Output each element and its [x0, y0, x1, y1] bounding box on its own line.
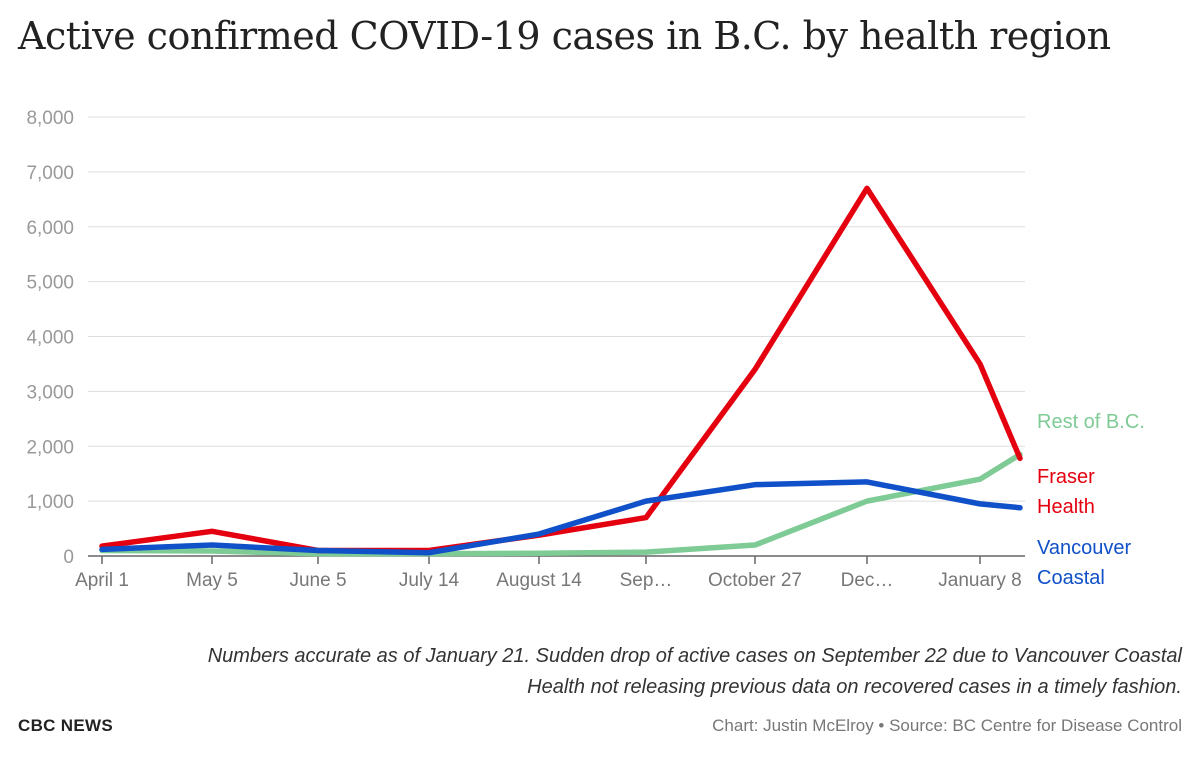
x-tick-label: October 27 [708, 570, 802, 591]
series-label-vancouver-coastal: Coastal [1037, 567, 1105, 589]
y-tick-label: 8,000 [26, 108, 74, 129]
x-tick-label: January 8 [938, 570, 1021, 591]
brand-logo-text: CBC NEWS [18, 716, 113, 735]
series-label-fraser-health: Fraser [1037, 466, 1095, 488]
series-lines [99, 185, 1023, 557]
chart-note-line-2: Health not releasing previous data on re… [527, 676, 1182, 698]
y-tick-label: 6,000 [26, 218, 74, 239]
x-tick-label: Sep… [620, 570, 673, 591]
grid-lines [88, 116, 1025, 557]
y-tick-label: 2,000 [26, 437, 74, 458]
x-axis-ticks: April 1 May 5 June 5 July 14 August 14 Sep… Oc… [75, 556, 1022, 591]
line-chart: 0 1,000 2,000 3,000 4,000 5,000 6,000 7,000 8,00… [26, 108, 1145, 591]
chart-title: Active confirmed COVID-19 cases in B.C. … [18, 14, 1111, 58]
y-tick-label: 1,000 [26, 492, 74, 513]
x-tick-label: Dec… [841, 570, 894, 591]
series-line-fraser-health [99, 185, 1023, 554]
series-label-fraser-health: Health [1037, 496, 1095, 518]
y-tick-label: 4,000 [26, 328, 74, 349]
series-labels: Rest of B.C. Fraser Health Vancouver Coastal [1037, 411, 1145, 589]
y-tick-label: 3,000 [26, 382, 74, 403]
y-tick-label: 5,000 [26, 273, 74, 294]
y-tick-label: 7,000 [26, 163, 74, 184]
y-tick-label: 0 [63, 547, 74, 568]
series-label-rest-of-b-c-: Rest of B.C. [1037, 411, 1145, 433]
x-tick-label: April 1 [75, 570, 129, 591]
x-tick-label: August 14 [496, 570, 582, 591]
chart-credit: Chart: Justin McElroy • Source: BC Centr… [712, 716, 1182, 735]
x-tick-label: July 14 [399, 570, 460, 591]
x-tick-label: June 5 [289, 570, 346, 591]
y-axis-ticks: 0 1,000 2,000 3,000 4,000 5,000 6,000 7,000 8,00… [26, 108, 74, 568]
x-tick-label: May 5 [186, 570, 238, 591]
series-line-vancouver-coastal [99, 479, 1023, 556]
series-label-vancouver-coastal: Vancouver [1037, 537, 1131, 559]
chart-note-line-1: Numbers accurate as of January 21. Sudde… [207, 645, 1182, 667]
